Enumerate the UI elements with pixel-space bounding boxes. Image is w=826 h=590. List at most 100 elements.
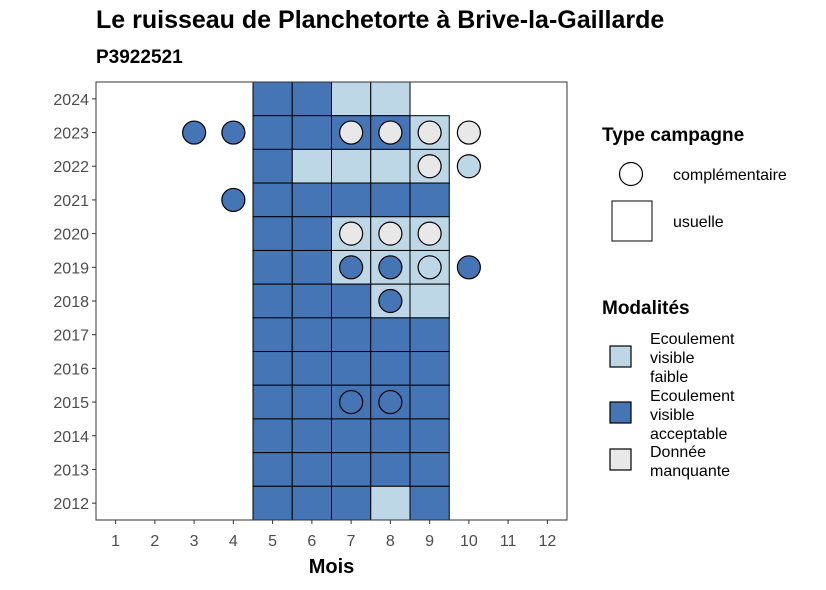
tile-2024-8 (370, 81, 411, 117)
point-2018-8 (378, 288, 403, 314)
point-2023-9 (417, 120, 442, 145)
legend-modalites-title: Modalités (602, 298, 690, 319)
tile-2017-5 (252, 317, 293, 353)
tile-2012-5 (252, 485, 293, 521)
tile-2014-8 (370, 418, 411, 454)
legend-label-line: visible (650, 407, 695, 424)
legend-key-square (611, 200, 653, 242)
y-tick-label-2017: 2017 (53, 328, 89, 345)
y-tick-label-2019: 2019 (53, 260, 89, 277)
x-tick-label-6: 6 (307, 533, 316, 550)
legend-key-circle (618, 161, 644, 187)
y-tick-label-2020: 2020 (53, 227, 89, 244)
tile-2021-8 (370, 182, 411, 218)
tile-2022-6 (291, 148, 332, 184)
y-tick-label-2018: 2018 (53, 294, 89, 311)
point-2023-7 (339, 120, 364, 145)
legend-label-manquante: Donnée manquante (650, 444, 730, 480)
tile-2022-8 (370, 148, 411, 184)
tile-2013-8 (370, 452, 411, 487)
tile-2019-6 (291, 249, 332, 285)
tile-2021-7 (331, 182, 372, 218)
point-2021-4 (221, 187, 246, 213)
tile-2017-8 (370, 317, 411, 353)
tile-2017-6 (291, 317, 332, 353)
point-2019-8 (378, 255, 403, 280)
tile-2013-9 (409, 452, 450, 487)
legend-label-line: Donnée (650, 444, 706, 461)
point-2015-8 (378, 389, 403, 415)
y-tick-label-2012: 2012 (53, 496, 89, 513)
tile-2021-6 (291, 182, 332, 218)
tile-2013-6 (291, 452, 332, 487)
legend-label-line: visible (650, 350, 695, 367)
x-axis-title: Mois (309, 556, 355, 578)
point-2023-4 (221, 120, 246, 145)
tile-2015-6 (291, 384, 332, 420)
tile-2023-6 (291, 115, 332, 150)
tile-2012-9 (409, 485, 450, 521)
legend-label-acceptable: Ecoulement visible acceptable (650, 388, 735, 443)
tile-2022-7 (331, 148, 372, 184)
x-tick-label-8: 8 (386, 533, 395, 550)
tile-2020-6 (291, 216, 332, 251)
tile-2018-7 (331, 283, 372, 319)
legend-key-manquante (609, 448, 632, 471)
point-2022-10 (456, 154, 481, 179)
x-tick-label-4: 4 (229, 533, 238, 550)
legend-label-faible: Ecoulement visible faible (650, 331, 735, 386)
tile-2016-7 (331, 351, 372, 386)
tile-2019-5 (252, 249, 293, 285)
tile-2014-9 (409, 418, 450, 454)
y-tick-label-2024: 2024 (53, 92, 89, 109)
point-2019-7 (339, 255, 364, 280)
legend-type-title: Type campagne (602, 125, 744, 146)
point-2015-7 (339, 389, 364, 415)
y-tick-label-2021: 2021 (53, 193, 89, 210)
x-tick-label-2: 2 (150, 533, 159, 550)
x-tick-label-3: 3 (190, 533, 199, 550)
tile-2024-7 (331, 81, 372, 117)
tile-2013-7 (331, 452, 372, 487)
legend-label-line: faible (650, 369, 688, 386)
legend-label-line: acceptable (650, 426, 727, 443)
tile-2021-9 (409, 182, 450, 218)
tile-2014-7 (331, 418, 372, 454)
chart-subtitle: P3922521 (96, 47, 183, 68)
tile-2016-9 (409, 351, 450, 386)
point-2022-9 (417, 154, 442, 179)
y-tick-label-2013: 2013 (53, 462, 89, 479)
x-tick-label-7: 7 (347, 533, 356, 550)
y-tick-label-2015: 2015 (53, 395, 89, 412)
legend-label-complementaire: complémentaire (673, 167, 787, 184)
tile-2020-5 (252, 216, 293, 251)
tile-2017-7 (331, 317, 372, 353)
tile-2017-9 (409, 317, 450, 353)
tile-2014-6 (291, 418, 332, 454)
tile-2024-6 (291, 81, 332, 117)
x-tick-label-12: 12 (538, 533, 556, 550)
point-2020-8 (378, 221, 403, 246)
tile-2014-5 (252, 418, 293, 454)
legend-label-line: Ecoulement (650, 331, 735, 348)
y-tick-label-2014: 2014 (53, 429, 89, 446)
legend-key-acceptable (609, 401, 632, 424)
tile-2016-6 (291, 351, 332, 386)
tile-2015-5 (252, 384, 293, 420)
point-2023-8 (378, 120, 403, 145)
tile-2021-5 (252, 182, 293, 218)
x-tick-label-9: 9 (425, 533, 434, 550)
point-2020-9 (417, 221, 442, 246)
tile-2022-5 (252, 148, 293, 184)
x-tick-label-1: 1 (111, 533, 120, 550)
point-2019-9 (417, 255, 442, 280)
tile-2012-6 (291, 485, 332, 521)
tile-2012-8 (370, 485, 411, 521)
point-2019-10 (456, 255, 481, 280)
legend-label-usuelle: usuelle (673, 214, 724, 231)
tile-2013-5 (252, 452, 293, 487)
tile-2024-5 (252, 81, 293, 117)
tile-2012-7 (331, 485, 372, 521)
